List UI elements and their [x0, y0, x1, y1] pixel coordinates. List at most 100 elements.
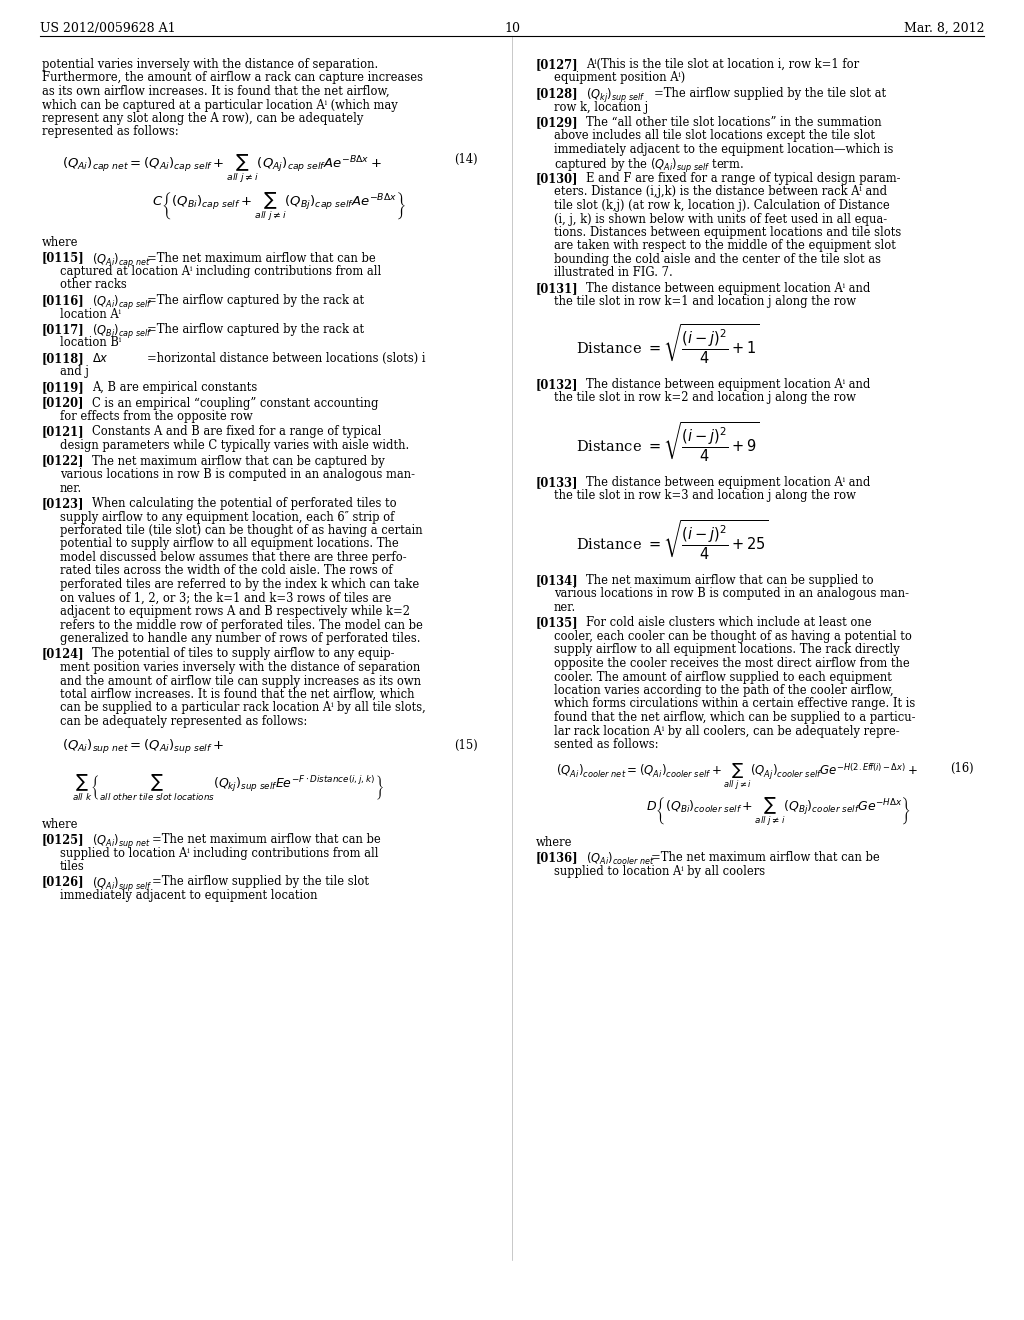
Text: US 2012/0059628 A1: US 2012/0059628 A1	[40, 22, 176, 36]
Text: $(Q_{Ai})_{cooler\ net}$: $(Q_{Ai})_{cooler\ net}$	[586, 851, 655, 867]
Text: [0135]: [0135]	[536, 616, 579, 630]
Text: [0133]: [0133]	[536, 477, 579, 488]
Text: [0117]: [0117]	[42, 323, 85, 337]
Text: [0128]: [0128]	[536, 87, 579, 100]
Text: [0127]: [0127]	[536, 58, 579, 71]
Text: 10: 10	[504, 22, 520, 36]
Text: rated tiles across the width of the cold aisle. The rows of: rated tiles across the width of the cold…	[60, 565, 392, 578]
Text: Distance $= \sqrt{\dfrac{(i-j)^2}{4} + 1}$: Distance $= \sqrt{\dfrac{(i-j)^2}{4} + 1…	[575, 323, 760, 367]
Text: C is an empirical “coupling” constant accounting: C is an empirical “coupling” constant ac…	[92, 396, 379, 409]
Text: [0134]: [0134]	[536, 574, 579, 587]
Text: Aⁱ(This is the tile slot at location i, row k=1 for: Aⁱ(This is the tile slot at location i, …	[586, 58, 859, 71]
Text: [0124]: [0124]	[42, 648, 85, 660]
Text: [0116]: [0116]	[42, 294, 85, 308]
Text: and the amount of airflow tile can supply increases as its own: and the amount of airflow tile can suppl…	[60, 675, 421, 688]
Text: $(Q_{Bi})_{cap\ self}$: $(Q_{Bi})_{cap\ self}$	[92, 323, 153, 341]
Text: (i, j, k) is shown below with units of feet used in all equa-: (i, j, k) is shown below with units of f…	[554, 213, 887, 226]
Text: $(Q_{Ai})_{sup\ net}$: $(Q_{Ai})_{sup\ net}$	[92, 833, 151, 851]
Text: Distance $= \sqrt{\dfrac{(i-j)^2}{4} + 25}$: Distance $= \sqrt{\dfrac{(i-j)^2}{4} + 2…	[575, 519, 769, 562]
Text: which can be captured at a particular location Aⁱ (which may: which can be captured at a particular lo…	[42, 99, 397, 111]
Text: ner.: ner.	[554, 601, 577, 614]
Text: design parameters while C typically varies with aisle width.: design parameters while C typically vari…	[60, 440, 410, 451]
Text: cooler. The amount of airflow supplied to each equipment: cooler. The amount of airflow supplied t…	[554, 671, 892, 684]
Text: [0126]: [0126]	[42, 875, 85, 888]
Text: =The net maximum airflow that can be: =The net maximum airflow that can be	[152, 833, 381, 846]
Text: the tile slot in row k=2 and location j along the row: the tile slot in row k=2 and location j …	[554, 392, 856, 404]
Text: The net maximum airflow that can be captured by: The net maximum airflow that can be capt…	[92, 454, 385, 467]
Text: The distance between equipment location Aⁱ and: The distance between equipment location …	[586, 378, 870, 391]
Text: potential to supply airflow to all equipment locations. The: potential to supply airflow to all equip…	[60, 537, 398, 550]
Text: Constants A and B are fixed for a range of typical: Constants A and B are fixed for a range …	[92, 425, 381, 438]
Text: location Bⁱ: location Bⁱ	[60, 337, 121, 350]
Text: can be adequately represented as follows:: can be adequately represented as follows…	[60, 715, 307, 729]
Text: where: where	[42, 817, 79, 830]
Text: and j: and j	[60, 366, 89, 379]
Text: =The net maximum airflow that can be: =The net maximum airflow that can be	[147, 252, 376, 264]
Text: $(Q_{Ai})_{sup\ self}$: $(Q_{Ai})_{sup\ self}$	[92, 875, 153, 894]
Text: E and F are fixed for a range of typical design param-: E and F are fixed for a range of typical…	[586, 172, 900, 185]
Text: supply airflow to any equipment location, each 6″ strip of: supply airflow to any equipment location…	[60, 511, 394, 524]
Text: location varies according to the path of the cooler airflow,: location varies according to the path of…	[554, 684, 894, 697]
Text: opposite the cooler receives the most direct airflow from the: opposite the cooler receives the most di…	[554, 657, 909, 671]
Text: where: where	[42, 236, 79, 249]
Text: captured by the $(Q_{Ai})_{sup\ self}$ term.: captured by the $(Q_{Ai})_{sup\ self}$ t…	[554, 157, 744, 174]
Text: Furthermore, the amount of airflow a rack can capture increases: Furthermore, the amount of airflow a rac…	[42, 71, 423, 84]
Text: illustrated in FIG. 7.: illustrated in FIG. 7.	[554, 267, 673, 280]
Text: $(Q_{Ai})_{cap\ net}$: $(Q_{Ai})_{cap\ net}$	[92, 252, 151, 269]
Text: as its own airflow increases. It is found that the net airflow,: as its own airflow increases. It is foun…	[42, 84, 389, 98]
Text: Mar. 8, 2012: Mar. 8, 2012	[903, 22, 984, 36]
Text: [0122]: [0122]	[42, 454, 85, 467]
Text: [0115]: [0115]	[42, 252, 85, 264]
Text: [0119]: [0119]	[42, 381, 85, 393]
Text: When calculating the potential of perforated tiles to: When calculating the potential of perfor…	[92, 498, 396, 510]
Text: [0118]: [0118]	[42, 352, 85, 366]
Text: [0136]: [0136]	[536, 851, 579, 865]
Text: =The airflow supplied by the tile slot at: =The airflow supplied by the tile slot a…	[654, 87, 886, 100]
Text: captured at location Aⁱ including contributions from all: captured at location Aⁱ including contri…	[60, 265, 381, 279]
Text: perforated tile (tile slot) can be thought of as having a certain: perforated tile (tile slot) can be thoug…	[60, 524, 423, 537]
Text: potential varies inversely with the distance of separation.: potential varies inversely with the dist…	[42, 58, 378, 71]
Text: $\Delta x$: $\Delta x$	[92, 352, 109, 366]
Text: on values of 1, 2, or 3; the k=1 and k=3 rows of tiles are: on values of 1, 2, or 3; the k=1 and k=3…	[60, 591, 391, 605]
Text: =The airflow captured by the rack at: =The airflow captured by the rack at	[147, 323, 365, 337]
Text: eters. Distance (i,j,k) is the distance between rack Aⁱ and: eters. Distance (i,j,k) is the distance …	[554, 186, 887, 198]
Text: [0121]: [0121]	[42, 425, 85, 438]
Text: For cold aisle clusters which include at least one: For cold aisle clusters which include at…	[586, 616, 871, 630]
Text: $C\left\{(Q_{Bi})_{cap\ self} + \sum_{all\ j\neq i}(Q_{Bj})_{cap\ self}Ae^{-B\De: $C\left\{(Q_{Bi})_{cap\ self} + \sum_{al…	[152, 191, 407, 223]
Text: represented as follows:: represented as follows:	[42, 125, 178, 139]
Text: cooler, each cooler can be thought of as having a potential to: cooler, each cooler can be thought of as…	[554, 630, 912, 643]
Text: $(Q_{kj})_{sup\ self}$: $(Q_{kj})_{sup\ self}$	[586, 87, 645, 106]
Text: the tile slot in row k=1 and location j along the row: the tile slot in row k=1 and location j …	[554, 296, 856, 309]
Text: $(Q_{Ai})_{cap\ net} = (Q_{Ai})_{cap\ self} + \sum_{all\ j\neq i}(Q_{Aj})_{cap\ : $(Q_{Ai})_{cap\ net} = (Q_{Ai})_{cap\ se…	[62, 153, 382, 185]
Text: [0120]: [0120]	[42, 396, 85, 409]
Text: tiles: tiles	[60, 861, 85, 873]
Text: represent any slot along the A row), can be adequately: represent any slot along the A row), can…	[42, 112, 364, 125]
Text: supplied to location Aⁱ by all coolers: supplied to location Aⁱ by all coolers	[554, 865, 765, 878]
Text: [0123]: [0123]	[42, 498, 85, 510]
Text: (16): (16)	[950, 762, 974, 775]
Text: Distance $= \sqrt{\dfrac{(i-j)^2}{4} + 9}$: Distance $= \sqrt{\dfrac{(i-j)^2}{4} + 9…	[575, 421, 760, 465]
Text: supplied to location Aⁱ including contributions from all: supplied to location Aⁱ including contri…	[60, 846, 379, 859]
Text: $(Q_{Ai})_{sup\ net} = (Q_{Ai})_{sup\ self} +$: $(Q_{Ai})_{sup\ net} = (Q_{Ai})_{sup\ se…	[62, 738, 224, 756]
Text: The distance between equipment location Aⁱ and: The distance between equipment location …	[586, 477, 870, 488]
Text: A, B are empirical constants: A, B are empirical constants	[92, 381, 257, 393]
Text: total airflow increases. It is found that the net airflow, which: total airflow increases. It is found tha…	[60, 688, 415, 701]
Text: =The airflow supplied by the tile slot: =The airflow supplied by the tile slot	[152, 875, 369, 888]
Text: tile slot (k,j) (at row k, location j). Calculation of Distance: tile slot (k,j) (at row k, location j). …	[554, 199, 890, 213]
Text: The potential of tiles to supply airflow to any equip-: The potential of tiles to supply airflow…	[92, 648, 394, 660]
Text: [0131]: [0131]	[536, 282, 579, 294]
Text: =The net maximum airflow that can be: =The net maximum airflow that can be	[651, 851, 880, 865]
Text: found that the net airflow, which can be supplied to a particu-: found that the net airflow, which can be…	[554, 711, 915, 723]
Text: bounding the cold aisle and the center of the tile slot as: bounding the cold aisle and the center o…	[554, 253, 881, 267]
Text: ment position varies inversely with the distance of separation: ment position varies inversely with the …	[60, 661, 420, 675]
Text: immediately adjacent to equipment location: immediately adjacent to equipment locati…	[60, 888, 317, 902]
Text: The “all other tile slot locations” in the summation: The “all other tile slot locations” in t…	[586, 116, 882, 129]
Text: [0130]: [0130]	[536, 172, 579, 185]
Text: the tile slot in row k=3 and location j along the row: the tile slot in row k=3 and location j …	[554, 490, 856, 503]
Text: tions. Distances between equipment locations and tile slots: tions. Distances between equipment locat…	[554, 226, 901, 239]
Text: adjacent to equipment rows A and B respectively while k=2: adjacent to equipment rows A and B respe…	[60, 605, 410, 618]
Text: (14): (14)	[455, 153, 478, 166]
Text: $\sum_{all\ k}\left\{\sum_{all\ other\ tile\ slot\ locations}(Q_{kj})_{sup\ self: $\sum_{all\ k}\left\{\sum_{all\ other\ t…	[72, 772, 384, 803]
Text: lar rack location Aⁱ by all coolers, can be adequately repre-: lar rack location Aⁱ by all coolers, can…	[554, 725, 900, 738]
Text: [0129]: [0129]	[536, 116, 579, 129]
